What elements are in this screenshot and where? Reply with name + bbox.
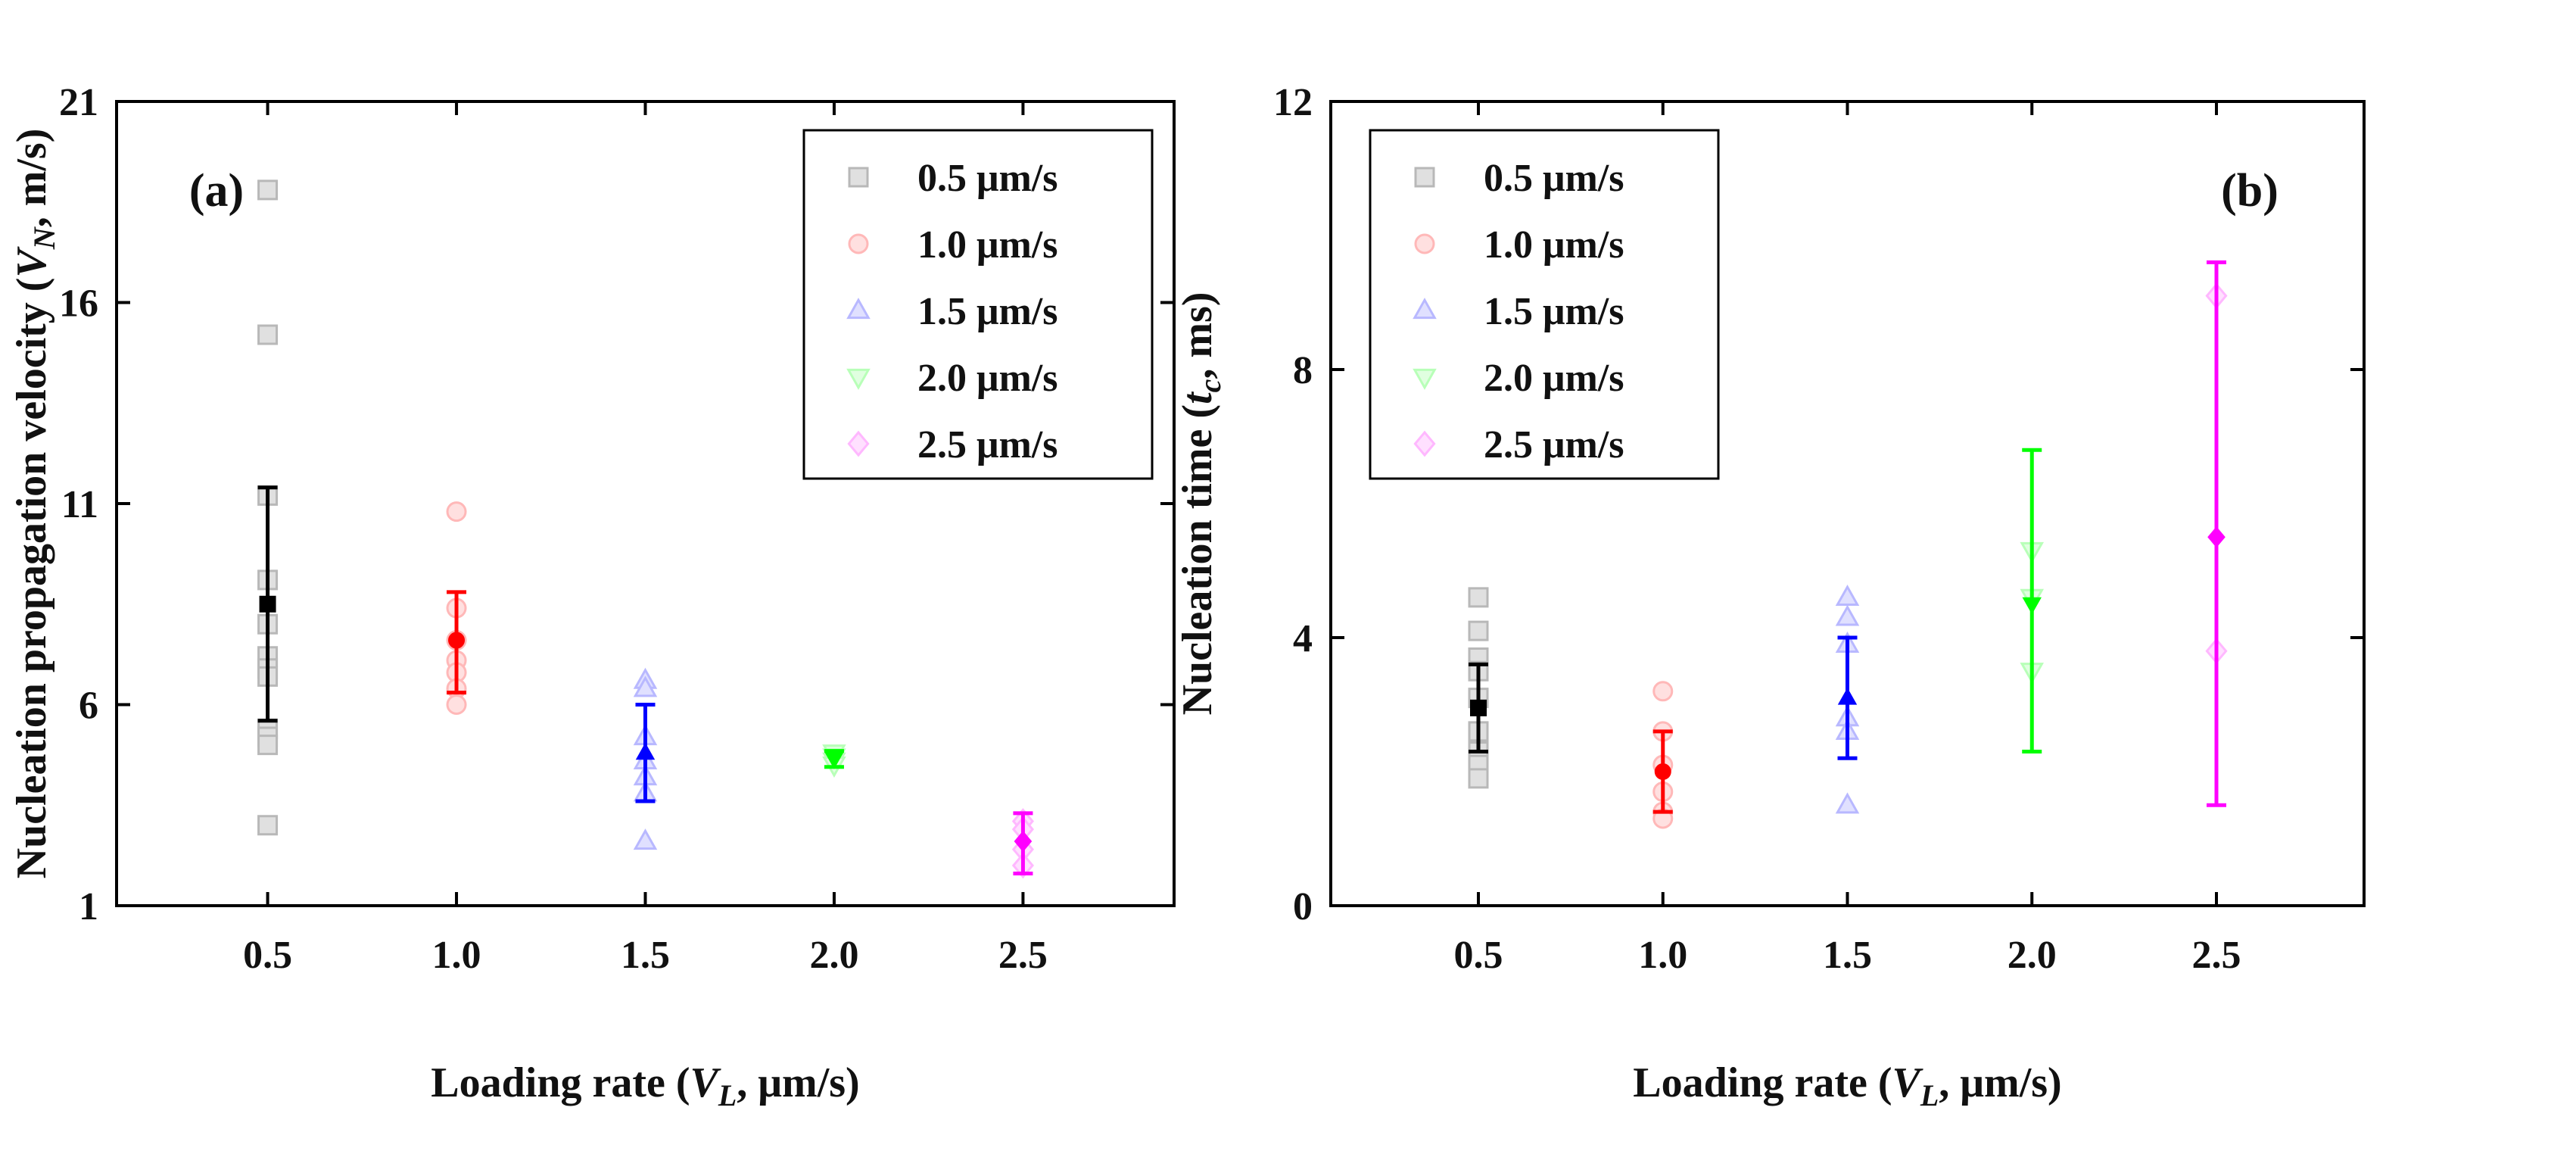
panel-b-chart: 0.5 1.0 1.5 2.0 2.5 0 4 8 12 Loading rate (VL, μm… — [1174, 81, 2366, 1112]
panel-b-legend-label: 1.0 μm/s — [1484, 223, 1624, 267]
panel-a-legend-marker — [848, 233, 869, 254]
panel-a-y-tick-label: 11 — [61, 483, 98, 526]
panel-a-x-axis-title: Loading rate (VL, μm/s) — [431, 1059, 859, 1112]
panel-a-x-tick-label: 1.0 — [432, 934, 481, 977]
panel-b-data-point — [1835, 585, 1860, 606]
panel-a-data-point — [257, 815, 279, 836]
panel-a-mean-marker — [635, 742, 656, 760]
panel-b-legend-label: 0.5 μm/s — [1484, 157, 1624, 200]
panel-b-series-4 — [2205, 260, 2228, 807]
panel-a-x-tick-label: 2.0 — [809, 934, 858, 977]
panel-a-legend-label: 0.5 μm/s — [917, 157, 1057, 200]
panel-a-legend-label: 2.5 μm/s — [917, 423, 1057, 466]
panel-b-y-axis-title: Nucleation time (tc, ms) — [1174, 292, 1227, 716]
panel-b-legend-label: 1.5 μm/s — [1484, 290, 1624, 333]
panel-a-legend: 0.5 μm/s 1.0 μm/s 1.5 μm/s 2.0 μm/s 2.5 μm/s — [802, 129, 1154, 480]
panel-b-series-2 — [1835, 585, 1860, 814]
panel-a-data-point — [633, 675, 658, 697]
panel-b-mean-marker — [2022, 597, 2042, 615]
panel-a-data-point — [257, 179, 279, 201]
panel-b-y-tick-label: 12 — [1273, 81, 1313, 124]
panel-b-mean-marker — [1470, 699, 1487, 716]
panel-a-legend-marker — [847, 430, 870, 457]
panel-b-y-tick-label: 8 — [1293, 349, 1313, 392]
panel-b-x-axis-title: Loading rate (VL, μm/s) — [1633, 1059, 2061, 1112]
panel-a-legend-marker — [846, 298, 871, 320]
panel-b-data-point — [1468, 587, 1489, 608]
panel-b-legend-marker — [1413, 298, 1437, 320]
panel-b-mean-marker — [2207, 526, 2226, 548]
panel-b-data-point — [1652, 681, 1674, 702]
panel-b-legend-marker — [1414, 233, 1435, 254]
panel-a-x-tick-label: 2.5 — [998, 934, 1048, 977]
panel-b-legend-marker — [1413, 368, 1437, 390]
panel-a-legend-marker — [846, 368, 871, 390]
panel-a-y-tick-label: 21 — [59, 81, 98, 124]
panel-a-legend-label: 1.5 μm/s — [917, 290, 1057, 333]
panel-b-panel-label: (b) — [2221, 165, 2279, 217]
panel-b-x-tick-label: 2.5 — [2192, 934, 2241, 977]
panel-b-data-point — [1468, 768, 1489, 789]
panel-a-y-tick-label: 16 — [59, 282, 98, 326]
panel-b-legend: 0.5 μm/s 1.0 μm/s 1.5 μm/s 2.0 μm/s 2.5 μm/s — [1369, 129, 1720, 480]
panel-a-mean-marker — [448, 632, 466, 649]
panel-a-legend-marker — [848, 167, 869, 188]
panel-a-legend-label: 2.0 μm/s — [917, 357, 1057, 400]
panel-b-legend-marker — [1414, 167, 1435, 188]
panel-a-x-tick-label: 0.5 — [243, 934, 292, 977]
panel-b-data-point — [1835, 604, 1860, 626]
panel-a-mean-marker — [259, 595, 276, 613]
panel-b-series-3 — [2020, 448, 2045, 753]
panel-a-data-point — [257, 735, 279, 756]
panel-a-x-tick-label: 1.5 — [621, 934, 670, 977]
panel-b-data-point — [1468, 620, 1489, 641]
panel-b-data-point — [1835, 792, 1860, 814]
panel-b-x-tick-label: 2.0 — [2008, 934, 2057, 977]
panel-b-mean-marker — [1654, 763, 1671, 780]
panel-a-y-tick-label: 6 — [79, 685, 98, 728]
panel-b-mean-marker — [1837, 688, 1858, 705]
panel-a-mean-marker — [1014, 830, 1033, 853]
panel-a-data-point — [633, 828, 658, 850]
panel-a-series-3 — [822, 744, 846, 778]
panel-b-x-tick-label: 0.5 — [1454, 934, 1503, 977]
panel-a-legend-label: 1.0 μm/s — [917, 223, 1057, 267]
panel-a-data-point — [446, 694, 467, 715]
panel-a-series-2 — [633, 667, 658, 850]
panel-b-legend-marker — [1413, 430, 1436, 457]
panel-b-x-tick-label: 1.5 — [1823, 934, 1872, 977]
panel-b-x-tick-label: 1.0 — [1638, 934, 1687, 977]
panel-a-series-4 — [1011, 808, 1034, 879]
panel-b-legend-label: 2.0 μm/s — [1484, 357, 1624, 400]
panel-b-series-1 — [1652, 681, 1674, 829]
panel-b-y-tick-label: 0 — [1293, 885, 1313, 928]
panel-a-data-point — [257, 324, 279, 345]
panel-a-data-point — [446, 501, 467, 523]
panel-b-y-tick-label: 4 — [1293, 617, 1313, 660]
panel-a-series-0 — [257, 179, 279, 836]
panel-a-mean-marker — [824, 752, 844, 769]
panel-b-legend-label: 2.5 μm/s — [1484, 423, 1624, 466]
panel-b-series-0 — [1468, 587, 1489, 789]
panel-a-series-1 — [446, 501, 467, 715]
panel-a-panel-label: (a) — [189, 165, 244, 217]
panel-a-y-tick-label: 1 — [79, 885, 98, 928]
panel-a-y-axis-title: Nucleation propagation velocity (VN, m/s… — [8, 129, 61, 879]
